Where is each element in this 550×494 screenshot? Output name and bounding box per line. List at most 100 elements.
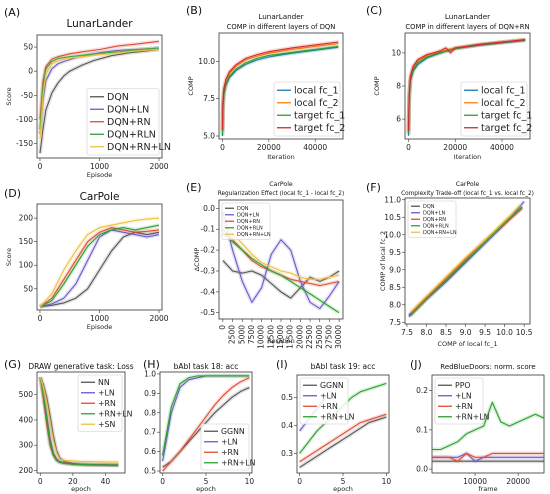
y-axis-label: COMP — [187, 76, 195, 95]
x-tick-label: 9.5 — [479, 328, 491, 337]
y-tick-label: -100 — [16, 115, 33, 124]
panel-letter: (F) — [366, 181, 381, 194]
chart-panel-e: (E) CarPole Regularization Effect (local f… — [186, 181, 344, 349]
x-tick-label: 7.5 — [401, 328, 413, 337]
x-axis-label: Episode — [87, 323, 113, 331]
x-tick-label: 27500 — [324, 325, 333, 349]
chart-subtitle: COMP in different layers of DQN+RN — [405, 23, 529, 31]
x-tick-label: 1000 — [90, 162, 109, 171]
chart-title: LunarLander — [445, 12, 490, 21]
series-line-dqn — [39, 48, 160, 154]
series-group — [407, 200, 526, 319]
series-line-dqn-rn — [39, 227, 160, 308]
chart-panel-f: (F) CarPole Complexity Trade-off (local fc… — [366, 181, 534, 348]
y-tick-label: 100 — [19, 261, 34, 270]
series-group — [38, 39, 160, 154]
legend-label-dqn-rn: DQN+RN — [423, 217, 446, 223]
y-tick-label: -50 — [21, 91, 33, 100]
series-line-dqn — [222, 260, 340, 299]
x-axis-label: Iteration — [267, 153, 295, 161]
legend-label-rn-ln: +RN+LN — [320, 413, 355, 422]
y-tick-label: 8.0 — [389, 300, 401, 309]
x-tick-label: 10 — [245, 477, 255, 486]
legend-label-dqn-ln: DQN+LN — [237, 213, 260, 219]
y-axis-label: COMP — [373, 76, 381, 95]
y-tick-label: 9.0 — [389, 265, 401, 274]
y-tick-label: 0.0 — [416, 465, 428, 474]
legend-label-nn: NN — [98, 378, 110, 387]
x-axis-label: epoch — [196, 485, 216, 493]
series-line-dqn-ln — [39, 47, 160, 134]
y-tick-label: 8 — [396, 82, 401, 91]
legend-label-dqn-rn-ln: DQN+RN+LN — [423, 230, 457, 236]
y-tick-label: 0.7 — [144, 428, 156, 437]
y-axis-label: ΔCOMP — [193, 248, 201, 272]
y-axis-label: Score — [5, 248, 13, 266]
x-tick-label: 2000 — [149, 314, 168, 323]
legend-frame — [273, 81, 341, 137]
x-tick-label: 0 — [220, 143, 225, 152]
plot-area-frame — [36, 371, 126, 474]
legend-label-ln: +LN — [98, 389, 115, 398]
legend-label-local-fc-2: local fc_2 — [294, 98, 339, 109]
x-tick-label: 1000 — [90, 314, 109, 323]
legend-frame — [434, 377, 484, 425]
x-axis-label: Iteration — [454, 153, 482, 161]
panel-letter: (H) — [143, 358, 160, 371]
y-tick-label: 0.5 — [144, 467, 156, 476]
legend-label-ln: +LN — [320, 392, 337, 401]
series-group — [160, 373, 251, 473]
x-axis-label: epoch — [333, 485, 353, 493]
chart-panel-j: (J) RedBlueDoors: norm. score 10000 20000 0.… — [410, 358, 545, 493]
y-tick-label: 10.5 — [384, 213, 401, 222]
chart-subtitle: Regularization Effect (local fc_1 - loca… — [218, 191, 345, 197]
series-line-ggnn — [299, 416, 387, 468]
y-tick-label: 0.8 — [144, 408, 156, 417]
chart-subtitle: COMP in different layers of DQN — [227, 23, 336, 31]
series-line-dqn-rln — [410, 206, 523, 316]
y-tick-label: -0.2 — [200, 246, 215, 255]
chart-title: bAbI task 19: acc — [311, 362, 376, 371]
y-tick-label: -0.5 — [200, 308, 215, 317]
x-tick-label: 5 — [341, 477, 346, 486]
plot-area-frame — [431, 374, 545, 474]
legend-label-target-fc-2: target fc_2 — [294, 123, 345, 134]
y-axis-label: Score — [5, 87, 13, 105]
series-line-target-fc-2 — [221, 41, 339, 131]
x-tick-label: 30000 — [334, 325, 343, 349]
series-line-dqn-ln — [39, 229, 160, 308]
x-tick-label: 0 — [406, 143, 411, 152]
x-tick-label: 9.0 — [460, 328, 472, 337]
x-tick-label: 0 — [38, 314, 43, 323]
legend-label-rn-ln: +RN+LN — [221, 459, 256, 468]
y-tick-label: 0.0 — [203, 204, 215, 213]
y-tick-label: 5.0 — [203, 132, 215, 141]
y-tick-label: 7.5 — [389, 318, 401, 327]
chart-title: LunarLander — [258, 12, 303, 21]
legend-frame — [86, 88, 160, 156]
x-axis-label: Episode — [87, 171, 113, 179]
legend-label-target-fc-1: target fc_1 — [481, 111, 532, 122]
y-tick-label: 10 — [391, 48, 401, 57]
chart-title: CarPole — [456, 181, 480, 188]
y-tick-label: 0.4 — [281, 421, 293, 430]
y-tick-label: 9.5 — [389, 248, 401, 257]
plot-area-frame — [218, 32, 344, 140]
legend-label-dqn: DQN — [423, 204, 435, 210]
series-line-dqn-rn-ln — [39, 217, 160, 308]
panel-letter: (C) — [366, 4, 382, 17]
series-line-ln — [432, 452, 544, 462]
x-tick-label: 20000 — [257, 143, 281, 152]
x-tick-label: 10 — [382, 477, 392, 486]
y-tick-label: 0.2 — [416, 386, 428, 395]
legend-label-rn: +RN — [98, 399, 116, 408]
legend-label-ln: +LN — [221, 438, 238, 447]
y-tick-label: 0.5 — [281, 393, 293, 402]
plot-area-frame — [404, 197, 531, 325]
legend: GGNN +LN+RN +RN+LN — [200, 423, 256, 471]
